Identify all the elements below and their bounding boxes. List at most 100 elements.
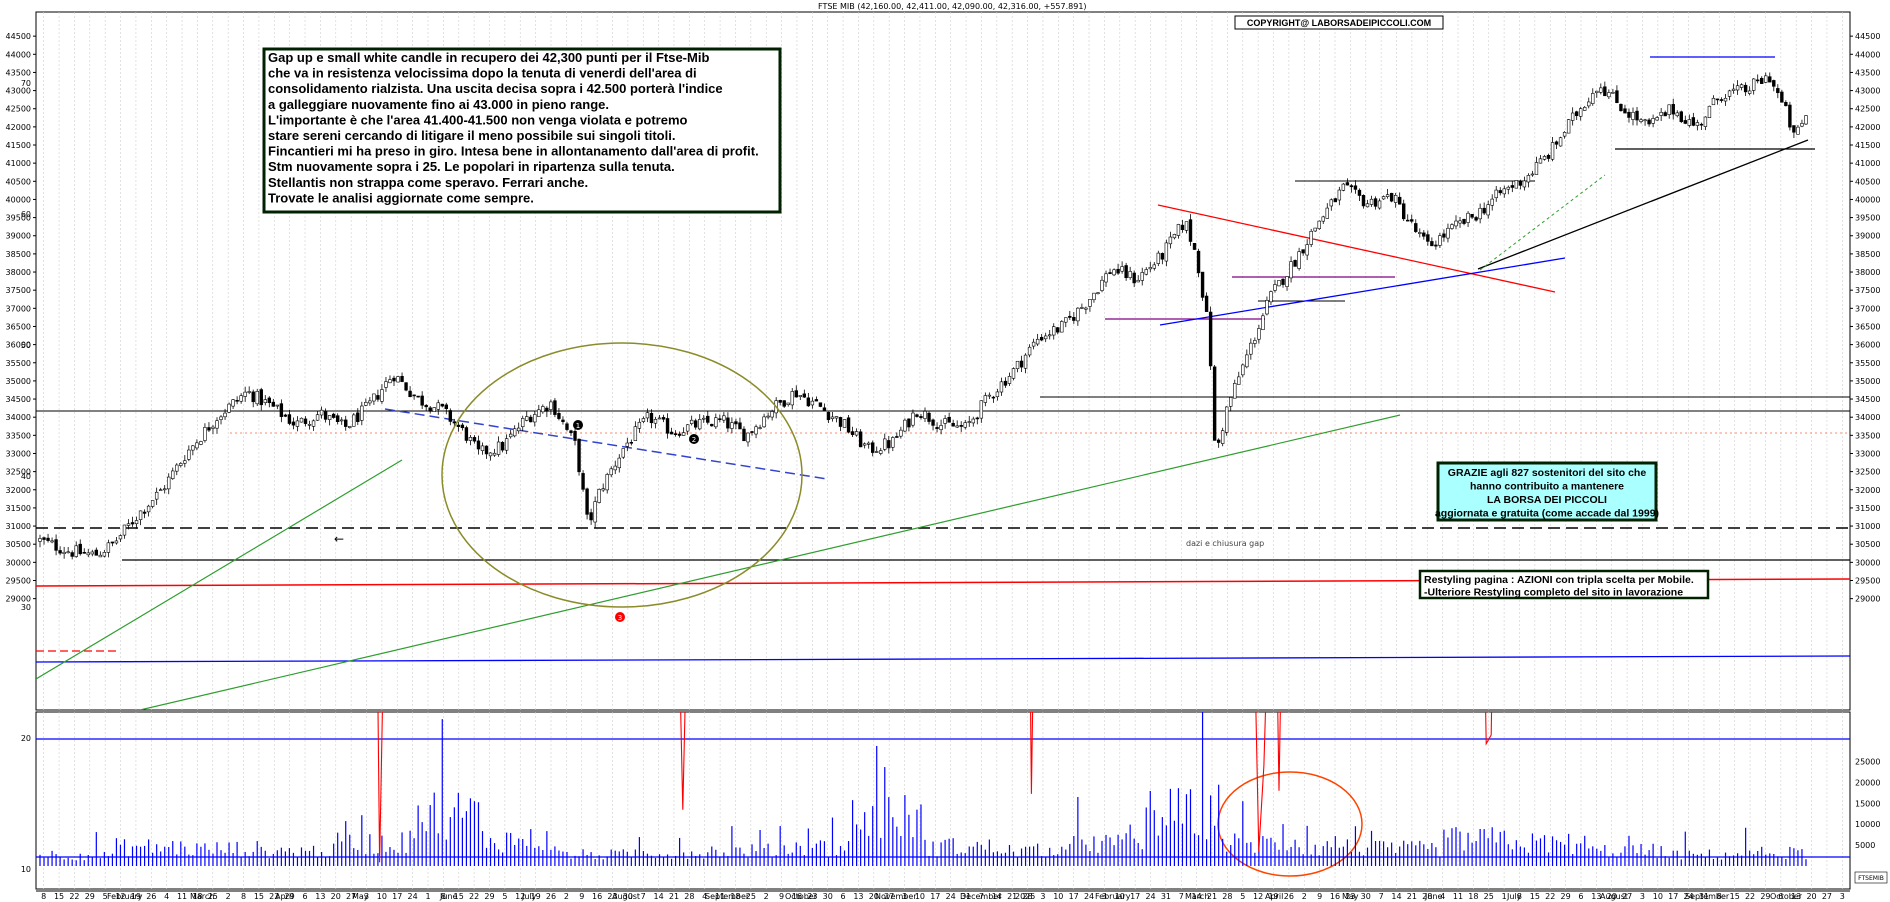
price-candle: [1751, 78, 1756, 95]
price-candle: [1739, 83, 1744, 91]
price-candle: [344, 415, 348, 431]
price-candle: [1510, 180, 1515, 193]
price-candle: [722, 412, 726, 423]
price-candle: [1088, 299, 1092, 312]
price-candle: [114, 537, 119, 545]
price-candle: [90, 549, 94, 557]
price-candle: [1257, 324, 1261, 344]
price-candle: [231, 398, 235, 410]
price-candle: [372, 393, 376, 405]
price-candle: [798, 395, 802, 401]
price-tick-left: 37500: [6, 286, 31, 295]
price-candle: [1116, 263, 1120, 275]
stochastic-tick: 30: [21, 603, 31, 612]
price-candle: [1418, 228, 1422, 238]
volume-spike-ellipse: [1217, 771, 1363, 877]
price-candle: [348, 425, 352, 429]
price-tick-right: 41000: [1855, 159, 1880, 168]
commentary-line: a galleggiare nuovamente fino ai 43.000 …: [268, 97, 609, 112]
day-tick-label: 29: [85, 892, 95, 901]
price-candle: [376, 389, 380, 402]
price-candle: [66, 546, 70, 554]
price-candle: [541, 404, 545, 414]
price-candle: [1743, 82, 1748, 96]
day-tick-label: 25: [1484, 892, 1494, 901]
price-candle: [187, 445, 191, 462]
price-candle: [1534, 156, 1539, 175]
price-tick-left: 36000: [6, 341, 31, 350]
price-candle: [1156, 250, 1161, 267]
volume-tick: 15000: [1855, 799, 1880, 808]
price-candle: [1325, 203, 1329, 219]
price-candle: [1699, 122, 1704, 131]
day-tick-label: 10: [915, 892, 925, 901]
volume-tick: 25000: [1855, 758, 1880, 767]
price-candle: [1579, 106, 1583, 121]
price-candle: [866, 441, 871, 449]
restyling-line: Restyling pagina : AZIONI con tripla sce…: [1424, 574, 1694, 586]
price-candle: [179, 462, 183, 468]
price-candle: [1562, 131, 1567, 139]
day-tick-label: 29: [484, 892, 494, 901]
price-candle: [995, 388, 1000, 401]
day-tick-label: 12: [115, 892, 125, 901]
price-tick-left: 39500: [6, 214, 31, 223]
thanks-line: hanno contribuito a mantenere: [1470, 481, 1624, 493]
price-candle: [1200, 271, 1205, 301]
price-candle: [1772, 79, 1776, 92]
price-candle: [94, 547, 99, 556]
price-candle: [440, 403, 444, 408]
price-candle: [1152, 262, 1156, 271]
day-tick-label: 24: [1683, 892, 1693, 901]
price-candle: [1591, 88, 1595, 106]
thanks-box: GRAZIE agli 827 sostenitori del sito che…: [1435, 461, 1659, 522]
price-candle: [163, 485, 167, 494]
price-candle: [887, 435, 891, 454]
price-candle: [1225, 406, 1229, 436]
price-candle: [915, 413, 919, 418]
price-tick-left: 29000: [6, 595, 31, 604]
day-tick-label: 27: [1822, 892, 1832, 901]
price-candle: [38, 534, 42, 548]
price-candle: [1466, 211, 1470, 227]
price-candle: [637, 418, 642, 433]
price-candle: [1514, 180, 1519, 189]
price-candle: [340, 417, 344, 425]
price-candle: [585, 487, 589, 520]
price-candle: [565, 421, 569, 432]
commentary-line: Trovate le analisi aggiornate come sempr…: [268, 190, 534, 205]
day-tick-label: 23: [807, 892, 817, 901]
price-candle: [1735, 80, 1740, 95]
price-candle: [951, 419, 955, 427]
price-tick-left: 32000: [6, 486, 31, 495]
price-candle: [947, 412, 951, 423]
price-candle: [826, 411, 831, 424]
day-tick-label: 30: [623, 892, 633, 901]
price-candle: [1570, 107, 1575, 126]
price-candle: [1068, 310, 1072, 321]
price-candle: [609, 466, 613, 478]
red-downtrend: [1157, 204, 1556, 293]
price-candle: [1522, 176, 1527, 191]
green-trendline-long: [139, 414, 1401, 710]
price-candle: [1361, 194, 1366, 209]
price-candle: [1321, 215, 1325, 224]
price-candle: [1764, 72, 1768, 84]
price-candle: [1237, 371, 1241, 385]
price-candle: [1426, 230, 1430, 246]
price-candle: [138, 510, 143, 526]
price-candle: [758, 424, 762, 430]
day-tick-label: 15: [1730, 892, 1740, 901]
day-tick-label: 20: [869, 892, 879, 901]
price-candle: [842, 419, 847, 428]
day-tick-label: 3: [1640, 892, 1645, 901]
day-tick-label: 13: [1791, 892, 1801, 901]
price-candle: [150, 500, 155, 509]
price-candle: [106, 539, 111, 558]
price-candle: [118, 534, 123, 542]
price-candle: [1651, 114, 1655, 128]
price-tick-right: 33000: [1855, 449, 1880, 458]
price-candle: [504, 434, 509, 455]
day-tick-label: 24: [408, 892, 418, 901]
day-tick-label: 4: [702, 892, 707, 901]
